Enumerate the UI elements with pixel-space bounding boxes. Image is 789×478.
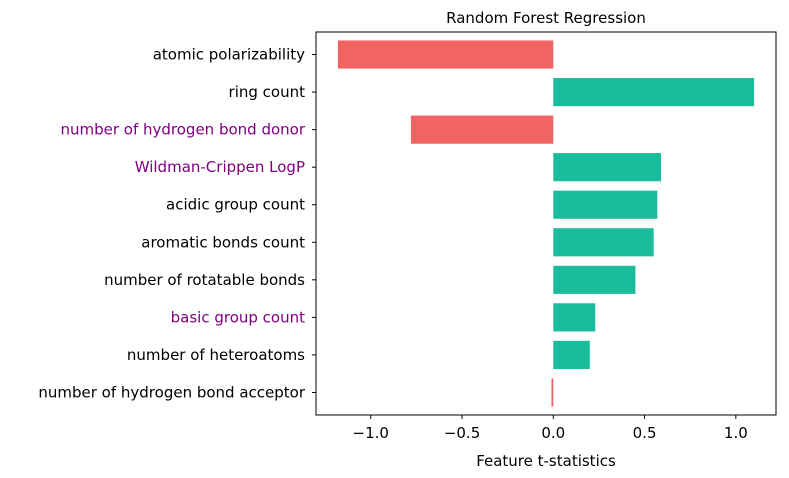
bars-group xyxy=(337,40,755,407)
bar-9 xyxy=(551,378,554,407)
y-tick-label: acidic group count xyxy=(166,196,305,214)
y-tick-label: basic group count xyxy=(171,308,305,326)
y-tick-label: aromatic bonds count xyxy=(141,233,305,251)
x-tick-label: −0.5 xyxy=(444,424,480,442)
x-axis-label: Feature t-statistics xyxy=(476,452,616,470)
x-tick-label: −1.0 xyxy=(353,424,389,442)
bar-4 xyxy=(553,190,658,219)
y-tick-label: number of rotatable bonds xyxy=(104,271,305,289)
y-tick-label: number of hydrogen bond donor xyxy=(60,121,305,139)
x-tick-label: 1.0 xyxy=(724,424,748,442)
x-axis: −1.0 −0.5 0.0 0.5 1.0 xyxy=(353,415,748,442)
bar-5 xyxy=(553,228,654,257)
y-tick-label: number of heteroatoms xyxy=(127,346,305,364)
x-tick-label: 0.0 xyxy=(541,424,565,442)
bar-1 xyxy=(553,77,755,107)
bar-3 xyxy=(553,153,661,182)
bar-8 xyxy=(553,340,590,370)
bar-6 xyxy=(553,265,636,294)
chart-title: Random Forest Regression xyxy=(446,9,646,27)
y-tick-label: number of hydrogen bond acceptor xyxy=(38,383,305,401)
bar-2 xyxy=(410,115,554,144)
bar-0 xyxy=(337,40,554,69)
y-axis: atomic polarizability ring count number of… xyxy=(38,46,316,401)
plot-frame xyxy=(315,31,777,416)
bar-7 xyxy=(553,303,596,332)
x-tick-label: 0.5 xyxy=(633,424,657,442)
y-tick-label: Wildman-Crippen LogP xyxy=(135,158,305,176)
y-tick-label: atomic polarizability xyxy=(153,46,305,64)
y-tick-label: ring count xyxy=(229,83,306,101)
